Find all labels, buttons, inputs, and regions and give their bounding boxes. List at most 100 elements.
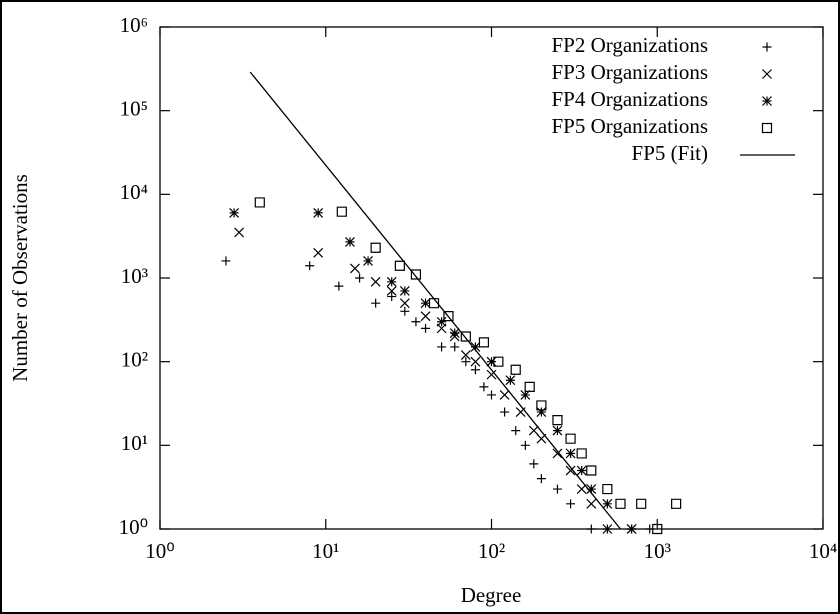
point bbox=[386, 276, 397, 287]
point bbox=[334, 281, 344, 291]
point bbox=[602, 498, 613, 509]
legend-marker bbox=[762, 96, 772, 106]
point bbox=[420, 298, 431, 309]
point bbox=[350, 263, 360, 274]
point bbox=[615, 498, 626, 509]
point bbox=[586, 498, 597, 509]
point bbox=[552, 425, 563, 436]
legend-label: FP3 Organizations bbox=[551, 60, 708, 84]
point bbox=[254, 197, 265, 208]
point bbox=[566, 499, 576, 509]
point bbox=[436, 316, 447, 327]
point bbox=[486, 369, 497, 380]
point bbox=[460, 350, 471, 360]
point bbox=[470, 342, 481, 352]
point bbox=[520, 390, 531, 400]
point bbox=[420, 311, 431, 322]
point bbox=[499, 390, 510, 400]
y-tick-label: 10⁵ bbox=[120, 96, 148, 120]
point bbox=[421, 323, 431, 333]
point bbox=[394, 260, 405, 271]
point bbox=[552, 415, 563, 426]
point bbox=[505, 375, 516, 386]
y-axis-label: Number of Observations bbox=[8, 174, 32, 382]
point bbox=[536, 407, 547, 417]
point bbox=[470, 365, 480, 375]
point bbox=[510, 364, 521, 375]
y-tick-label: 10⁴ bbox=[120, 180, 148, 204]
point bbox=[576, 465, 587, 476]
point bbox=[528, 425, 539, 436]
x-tick-label: 10⁰ bbox=[145, 539, 174, 563]
point bbox=[529, 459, 539, 469]
point bbox=[450, 342, 460, 352]
point bbox=[370, 242, 381, 253]
point bbox=[536, 400, 547, 411]
point bbox=[552, 484, 562, 494]
point bbox=[511, 426, 521, 436]
y-tick-label: 10¹ bbox=[121, 431, 148, 455]
point bbox=[565, 465, 576, 476]
point bbox=[305, 261, 315, 271]
point bbox=[565, 433, 576, 444]
point bbox=[552, 448, 563, 459]
y-tick-label: 10⁰ bbox=[119, 515, 148, 539]
point bbox=[486, 356, 497, 367]
point bbox=[524, 381, 535, 392]
y-tick-label: 10³ bbox=[121, 264, 148, 288]
y-tick-label: 10² bbox=[121, 347, 148, 371]
point bbox=[400, 306, 410, 316]
point bbox=[428, 298, 440, 309]
legend-label: FP5 (Fit) bbox=[632, 141, 708, 165]
point bbox=[602, 524, 613, 534]
point bbox=[586, 465, 597, 476]
point bbox=[576, 484, 587, 495]
point bbox=[586, 524, 596, 534]
legend-label: FP2 Organizations bbox=[551, 33, 708, 57]
point bbox=[234, 227, 245, 238]
point bbox=[399, 298, 410, 309]
x-tick-label: 10⁴ bbox=[809, 539, 837, 563]
point bbox=[449, 328, 460, 338]
x-tick-label: 10³ bbox=[644, 539, 671, 563]
point bbox=[229, 207, 240, 218]
y-tick-label: 10⁶ bbox=[120, 13, 148, 37]
point bbox=[370, 276, 381, 287]
point bbox=[371, 298, 381, 308]
point bbox=[411, 317, 421, 327]
point bbox=[386, 286, 397, 296]
legend-label: FP5 Organizations bbox=[551, 114, 708, 138]
point bbox=[478, 337, 490, 348]
point bbox=[437, 342, 447, 352]
point bbox=[626, 524, 637, 534]
point bbox=[636, 498, 647, 509]
point bbox=[487, 390, 496, 400]
point bbox=[500, 407, 510, 417]
point bbox=[565, 448, 576, 459]
legend-marker bbox=[762, 42, 772, 52]
legend-marker bbox=[761, 122, 773, 134]
x-axis-label: Degree bbox=[461, 583, 522, 607]
point bbox=[493, 356, 504, 367]
point bbox=[336, 206, 347, 217]
point bbox=[355, 273, 365, 283]
fit-line bbox=[249, 71, 621, 530]
point bbox=[479, 382, 489, 392]
x-tick-label: 10² bbox=[478, 539, 505, 563]
point bbox=[602, 483, 613, 495]
point bbox=[652, 523, 663, 535]
point bbox=[363, 255, 373, 266]
point bbox=[221, 256, 231, 266]
legend-label: FP4 Organizations bbox=[551, 87, 708, 111]
x-tick-label: 10¹ bbox=[312, 539, 339, 563]
legend-marker bbox=[762, 69, 772, 79]
point bbox=[443, 311, 454, 322]
point bbox=[461, 357, 471, 367]
point bbox=[520, 440, 530, 450]
point bbox=[410, 269, 422, 280]
point bbox=[399, 286, 410, 296]
point bbox=[345, 236, 355, 247]
point bbox=[576, 448, 587, 459]
